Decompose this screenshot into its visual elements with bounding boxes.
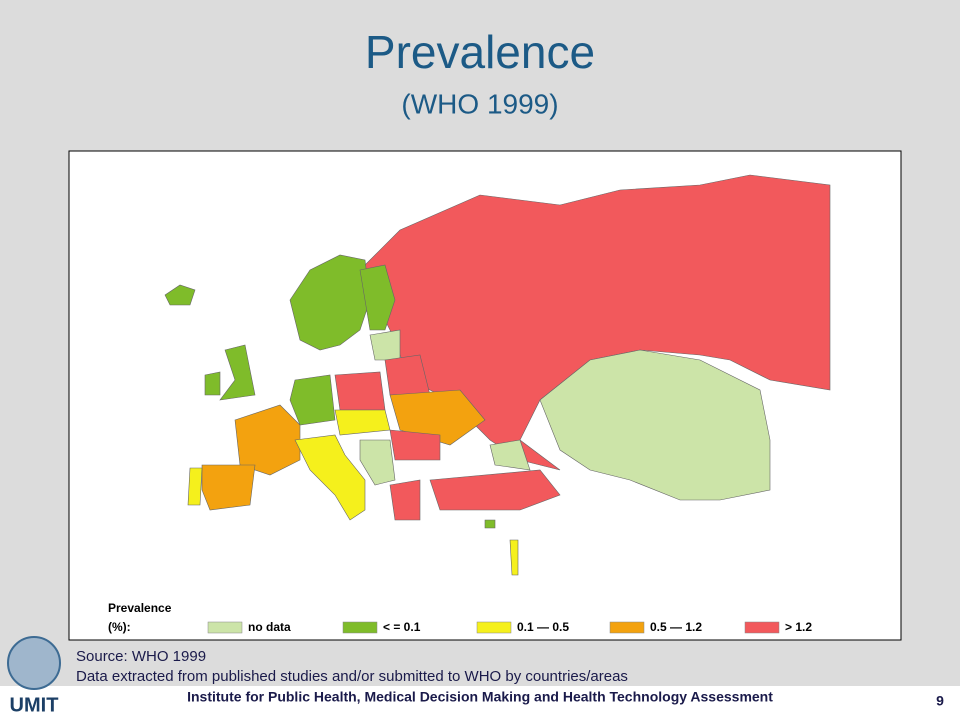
finland — [359, 264, 396, 331]
poland — [334, 371, 386, 411]
source-note: Data extracted from published studies an… — [76, 668, 628, 685]
footer-bar — [0, 686, 960, 720]
ireland — [204, 371, 221, 396]
subtitle: (WHO 1999) — [401, 88, 558, 119]
legend-swatch — [476, 621, 512, 634]
caucasus — [489, 439, 531, 471]
legend-label: < = 0.1 — [383, 620, 421, 634]
legend: Prevalence (%): no data < = 0.1 0.1 — 0.5 0… — [108, 601, 812, 634]
iceland — [164, 284, 196, 306]
legend-label: 0.1 — 0.5 — [517, 620, 569, 634]
greece — [389, 479, 421, 521]
footer-institute: Institute for Public Health, Medical Dec… — [187, 689, 773, 705]
balkans — [359, 439, 396, 486]
israel — [509, 539, 519, 576]
legend-label: 0.5 — 1.2 — [650, 620, 702, 634]
portugal — [187, 467, 203, 506]
kazakhstan-central-asia — [539, 349, 771, 501]
ukraine — [389, 389, 486, 446]
title: Prevalence — [365, 26, 595, 78]
turkey — [429, 469, 561, 511]
source: Source: WHO 1999 — [76, 648, 206, 665]
germany — [289, 374, 336, 426]
map — [164, 174, 831, 576]
cyprus — [484, 519, 496, 529]
legend-swatch — [744, 621, 780, 634]
legend-title: (%): — [108, 620, 131, 634]
logo-globe — [7, 636, 61, 690]
legend-swatch — [609, 621, 645, 634]
romania — [389, 429, 441, 461]
italy — [294, 434, 366, 521]
legend-swatch — [342, 621, 378, 634]
legend-swatch — [207, 621, 243, 634]
logo-text: UMIT — [10, 694, 59, 716]
legend-title: Prevalence — [108, 601, 172, 615]
uk — [219, 344, 256, 401]
page-number: 9 — [936, 693, 944, 709]
spain — [201, 464, 256, 511]
legend-label: no data — [248, 620, 291, 634]
baltics — [369, 329, 401, 361]
legend-label: > 1.2 — [785, 620, 812, 634]
